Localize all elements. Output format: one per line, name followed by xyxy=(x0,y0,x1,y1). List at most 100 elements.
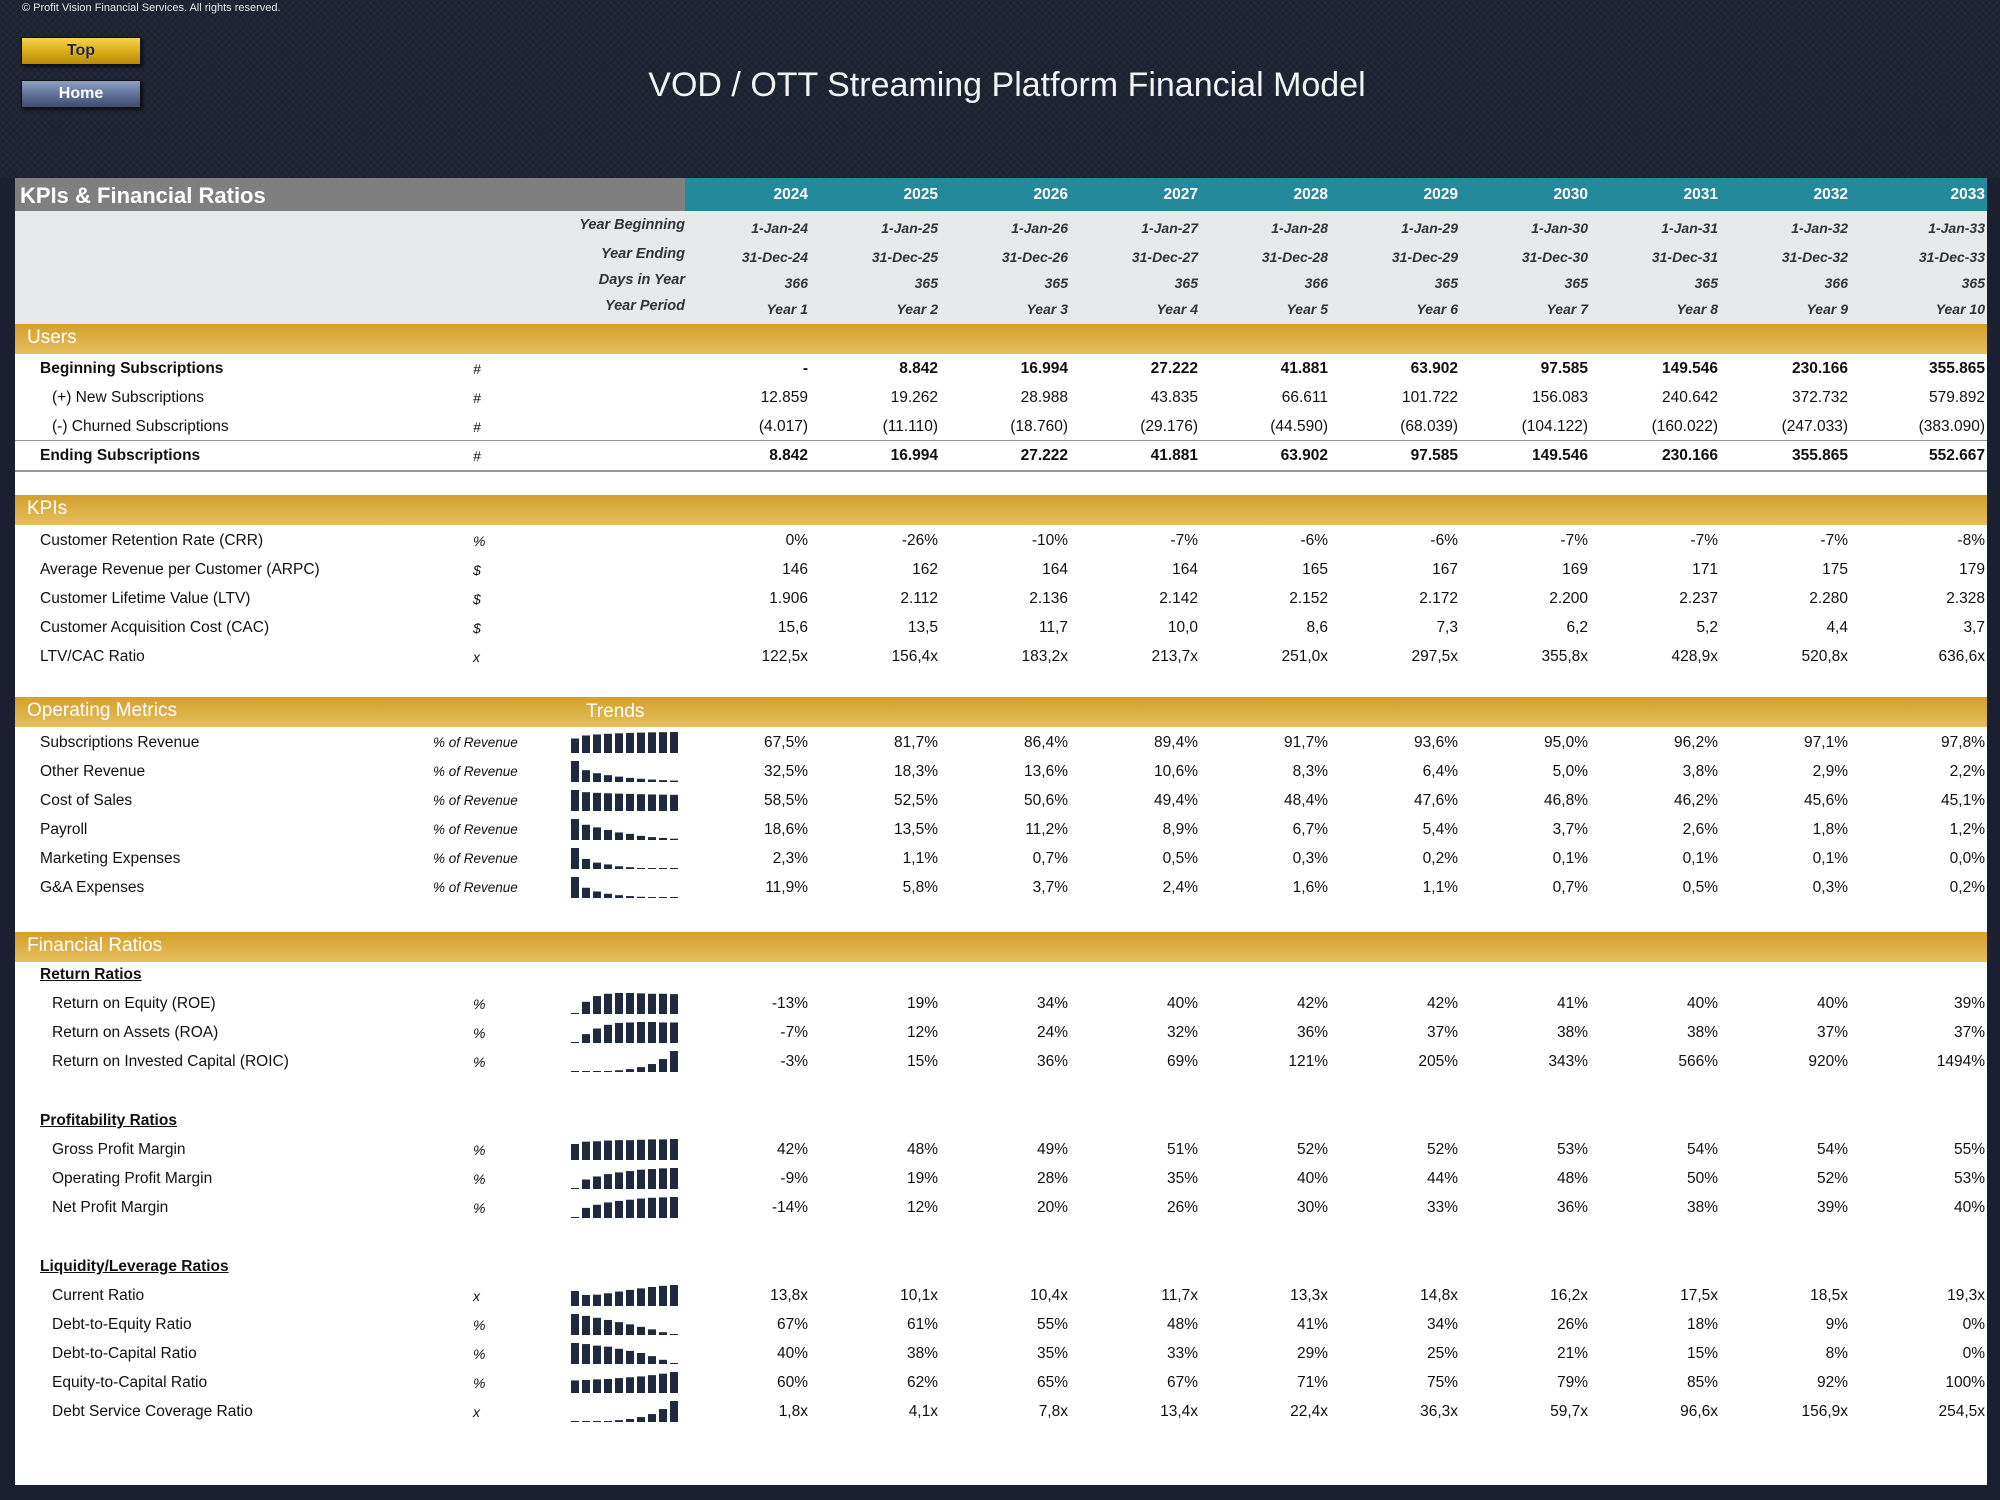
row-unit: % xyxy=(473,1346,486,1362)
row-value: 10,1x xyxy=(900,1287,938,1304)
trend-sparkline xyxy=(571,993,678,1014)
sparkline-bar xyxy=(637,1288,645,1306)
row-value: 175 xyxy=(1822,561,1848,578)
row-value: 579.892 xyxy=(1928,389,1985,406)
row-value: 0,0% xyxy=(1949,850,1985,867)
row-value: 37% xyxy=(1816,1024,1848,1041)
sparkline-bar xyxy=(670,1022,678,1043)
table-row: Return on Invested Capital (ROIC)% -3% 15%… xyxy=(15,1048,1987,1077)
row-value: 0,5% xyxy=(1162,850,1198,867)
row-value: 18,6% xyxy=(764,821,808,838)
sparkline-bar xyxy=(626,1289,634,1306)
row-value: -9% xyxy=(780,1170,808,1187)
row-value: 27.222 xyxy=(1150,360,1198,377)
row-value: 97,8% xyxy=(1941,734,1985,751)
row-label: Subscriptions Revenue xyxy=(40,734,200,751)
row-value: 920% xyxy=(1808,1053,1848,1070)
row-value: 12% xyxy=(906,1024,938,1041)
sparkline-bar xyxy=(626,1069,634,1072)
row-value: 149.546 xyxy=(1531,447,1588,464)
period-value: Year 7 xyxy=(1546,301,1588,317)
period-value: 365 xyxy=(1174,275,1198,291)
row-value: 2.280 xyxy=(1809,590,1848,607)
row-value: 59,7x xyxy=(1550,1403,1588,1420)
row-value: -6% xyxy=(1430,532,1458,549)
period-value: Year 10 xyxy=(1935,301,1985,317)
row-value: -14% xyxy=(771,1199,808,1216)
row-value: 254,5x xyxy=(1938,1403,1985,1420)
row-unit: x xyxy=(473,649,480,665)
sparkline-bar xyxy=(615,1022,623,1043)
period-value: 1-Jan-33 xyxy=(1928,220,1985,236)
row-value: 55% xyxy=(1953,1141,1985,1158)
row-value: 156,4x xyxy=(891,648,938,665)
period-value: 31-Dec-28 xyxy=(1261,249,1328,265)
period-value: 31-Dec-26 xyxy=(1001,249,1068,265)
row-value: 54% xyxy=(1686,1141,1718,1158)
row-value: 15,6 xyxy=(777,619,808,636)
sparkline-bar xyxy=(593,1379,601,1393)
row-value: 2.152 xyxy=(1289,590,1328,607)
row-value: 50,6% xyxy=(1024,792,1068,809)
table-row: G&A Expenses % of Revenue 11,9% 5,8% 3,7% 2,4… xyxy=(15,874,1987,903)
sparkline-bar xyxy=(582,887,590,898)
top-button[interactable]: Top xyxy=(21,37,141,65)
row-value: 11,7 xyxy=(1038,619,1068,636)
period-value: 1-Jan-26 xyxy=(1011,220,1068,236)
year-header-band: 2024 2025 2026 2027 2028 2029 2030 2031 2032 2033 xyxy=(685,178,1987,211)
period-label: Year Period xyxy=(604,298,685,314)
period-value: 365 xyxy=(1961,275,1985,291)
sparkline-bar xyxy=(648,1169,656,1189)
sparkline-bar xyxy=(571,1314,579,1335)
row-value: 165 xyxy=(1302,561,1328,578)
row-value: 30% xyxy=(1296,1199,1328,1216)
row-value: 0,7% xyxy=(1552,879,1588,896)
sparkline-bar xyxy=(659,837,667,840)
row-value: 60% xyxy=(776,1374,808,1391)
sparkline-bar xyxy=(648,837,656,840)
row-value: 149.546 xyxy=(1661,360,1718,377)
row-label: Customer Lifetime Value (LTV) xyxy=(40,590,251,607)
period-value: Year 8 xyxy=(1676,301,1718,317)
row-value: 75% xyxy=(1426,1374,1458,1391)
sparkline-bar xyxy=(604,1378,612,1393)
period-value: 1-Jan-31 xyxy=(1661,220,1718,236)
sparkline-bar xyxy=(626,793,634,811)
sparkline-bar xyxy=(593,1317,601,1335)
row-value: 156.083 xyxy=(1531,389,1588,406)
row-value: 32,5% xyxy=(764,763,808,780)
row-value: (68.039) xyxy=(1400,418,1458,435)
liquidity-ratios-heading: Liquidity/Leverage Ratios xyxy=(15,1253,1987,1282)
row-label: Debt-to-Capital Ratio xyxy=(52,1345,197,1362)
sparkline-bar xyxy=(604,775,612,782)
row-value: 46,8% xyxy=(1544,792,1588,809)
row-value: 17,5x xyxy=(1680,1287,1718,1304)
row-value: 61% xyxy=(906,1316,938,1333)
row-value: 0% xyxy=(1962,1316,1985,1333)
sparkline-bar xyxy=(593,996,601,1014)
sparkline-bar xyxy=(659,732,667,753)
sparkline-bar xyxy=(604,829,612,840)
sparkline-bar xyxy=(615,1378,623,1393)
row-value: 18,5x xyxy=(1810,1287,1848,1304)
subsection-heading: Liquidity/Leverage Ratios xyxy=(40,1258,229,1275)
sparkline-bar xyxy=(659,1409,667,1422)
table-row: Net Profit Margin% -14% 12% 20% 26% 30% 33% 36%… xyxy=(15,1194,1987,1223)
period-value: Year 3 xyxy=(1026,301,1068,317)
row-value: 92% xyxy=(1816,1374,1848,1391)
row-value: 89,4% xyxy=(1154,734,1198,751)
kpi-sheet: KPIs & Financial Ratios 2024 2025 2026 2027… xyxy=(15,178,1987,1485)
home-button[interactable]: Home xyxy=(21,80,141,108)
sparkline-bar xyxy=(615,1322,623,1335)
row-value: 40% xyxy=(776,1345,808,1362)
sparkline-bar xyxy=(615,1291,623,1306)
row-value: 0,7% xyxy=(1032,850,1068,867)
row-value: 28% xyxy=(1036,1170,1068,1187)
row-value: -10% xyxy=(1031,532,1068,549)
sparkline-bar xyxy=(615,793,623,811)
sparkline-bar xyxy=(659,1168,667,1189)
period-label: Days in Year xyxy=(598,272,685,288)
row-value: 36% xyxy=(1036,1053,1068,1070)
row-value: 18,3% xyxy=(894,763,938,780)
sparkline-bar xyxy=(571,761,579,782)
